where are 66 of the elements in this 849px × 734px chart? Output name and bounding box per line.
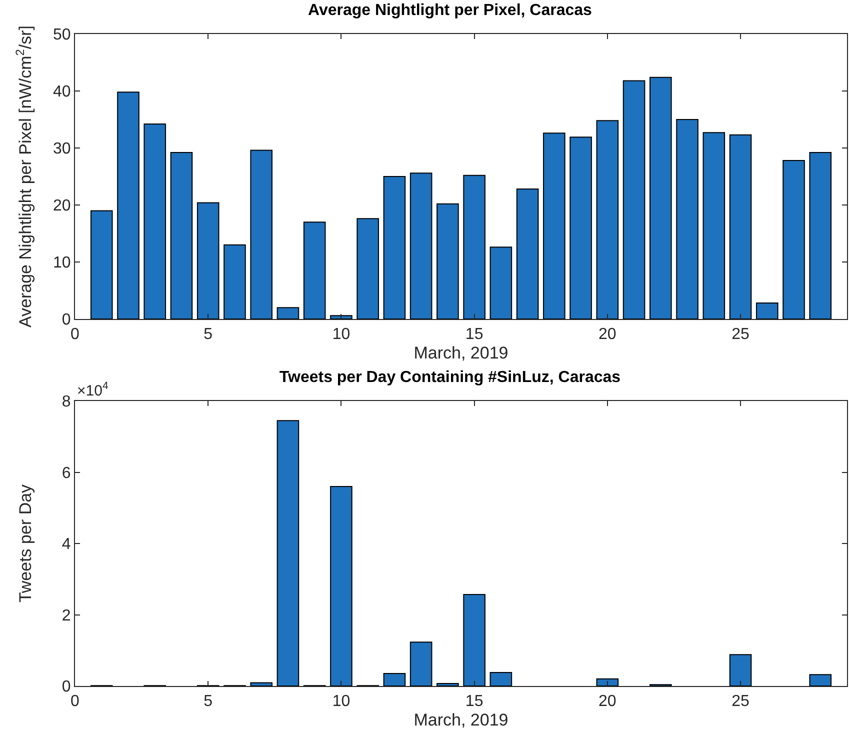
chart-title: Average Nightlight per Pixel, Caracas [308, 2, 592, 19]
bar [383, 176, 406, 319]
bar [490, 246, 512, 319]
bar [570, 136, 592, 319]
y-tick-label: 6 [62, 464, 71, 482]
x-tick-label: 15 [465, 693, 484, 710]
bar [650, 76, 672, 319]
bar [676, 119, 698, 319]
bar [410, 642, 432, 686]
x-tick-label: 5 [204, 326, 213, 344]
bar [170, 152, 193, 319]
x-tick-label: 10 [332, 326, 350, 344]
x-axis-title: March, 2019 [414, 710, 508, 730]
y-tick-label: 40 [53, 84, 71, 101]
y-tick-label: 30 [53, 140, 71, 158]
bar [622, 80, 646, 319]
y-tick-label: 10 [53, 254, 71, 272]
bar [436, 683, 459, 686]
bar [809, 674, 832, 686]
bar [356, 218, 379, 319]
y-tick-label: 50 [53, 26, 71, 44]
bar [276, 307, 300, 319]
bar [410, 172, 432, 319]
x-tick-label: 25 [732, 326, 750, 344]
y-tick-label: 0 [62, 312, 71, 329]
bar [330, 315, 352, 319]
x-axis-title: March, 2019 [414, 344, 508, 363]
bar [756, 302, 778, 319]
bar [250, 150, 272, 319]
bar [383, 673, 406, 686]
bar [702, 132, 726, 319]
bar [224, 244, 246, 319]
bar [729, 654, 752, 686]
bar [782, 160, 805, 319]
x-tick-label: 20 [598, 326, 616, 344]
text: ×10$^{4}$ [77, 380, 108, 400]
y-tick-label: 8 [62, 394, 71, 411]
bar [596, 678, 619, 686]
x-tick-label: 15 [465, 326, 484, 344]
y-axis-title: Tweets per Day [16, 484, 35, 603]
bar [516, 188, 539, 319]
chart-title: Tweets per Day Containing #SinLuz, Caracas [279, 368, 621, 386]
bar [330, 486, 352, 686]
x-tick-label: 20 [598, 693, 616, 710]
y-tick-label: 0 [62, 678, 71, 696]
y-tick-label: 4 [62, 536, 71, 554]
bar [196, 202, 220, 319]
x-tick-label: 10 [332, 693, 350, 710]
bar [596, 120, 619, 319]
bar [90, 210, 113, 319]
x-tick-label: 5 [204, 693, 213, 710]
y-tick-label: 20 [53, 198, 71, 215]
bar [117, 92, 140, 319]
x-tick-label: 25 [732, 693, 750, 710]
bar [543, 132, 566, 319]
bar [276, 420, 300, 686]
bar [250, 682, 272, 686]
bar [490, 672, 512, 686]
y-tick-label: 2 [62, 607, 71, 624]
bar [303, 222, 326, 319]
bar [144, 124, 166, 319]
bar [436, 203, 459, 319]
bar [463, 594, 486, 686]
bar [809, 152, 832, 319]
bar [729, 134, 752, 319]
bar [463, 174, 486, 319]
